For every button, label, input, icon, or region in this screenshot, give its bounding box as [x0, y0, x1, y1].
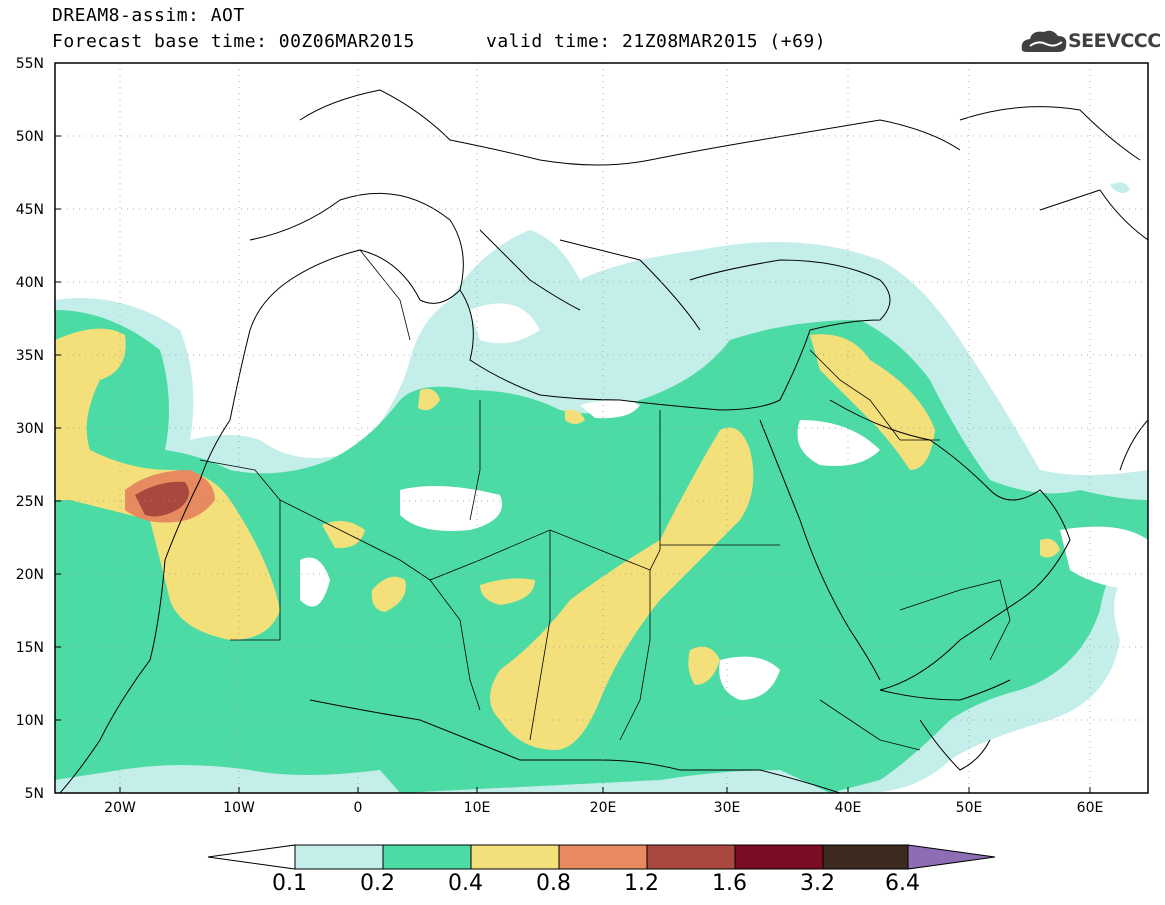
- valid-time: valid time: 21Z08MAR2015 (+69): [486, 31, 827, 52]
- legend-arrow-high: [907, 844, 996, 870]
- legend-swatch: [822, 844, 909, 870]
- lat-label: 55N: [16, 56, 44, 72]
- lon-label: 20W: [104, 800, 136, 816]
- legend-label: 0.8: [536, 871, 571, 896]
- lon-label: 20E: [590, 800, 617, 816]
- lat-label: 25N: [16, 494, 44, 510]
- longitude-labels: 20W 10W 0 10E 20E 30E 40E 50E 60E: [104, 800, 1103, 816]
- legend-swatch: [470, 844, 560, 870]
- lon-label: 30E: [714, 800, 741, 816]
- legend-label: 3.2: [800, 871, 835, 896]
- lat-label: 45N: [16, 202, 44, 218]
- lon-label: 40E: [835, 800, 862, 816]
- legend-swatch: [382, 844, 472, 870]
- lon-label: 60E: [1077, 800, 1104, 816]
- legend-label: 6.4: [885, 871, 920, 896]
- lon-label: 10W: [223, 800, 255, 816]
- forecast-base-time: Forecast base time: 00Z06MAR2015: [52, 31, 415, 52]
- lat-label: 40N: [16, 275, 44, 291]
- legend-arrow-low: [207, 844, 296, 870]
- legend-swatch: [294, 844, 384, 870]
- axis-ticks: [55, 135, 1091, 793]
- lat-label: 10N: [16, 713, 44, 729]
- lon-label: 10E: [464, 800, 491, 816]
- country-borders: [199, 249, 1011, 751]
- map-title: DREAM8-assim: AOT: [52, 5, 245, 26]
- legend-label: 0.2: [360, 871, 395, 896]
- lat-label: 5N: [25, 786, 44, 802]
- graticule: [55, 63, 1148, 793]
- lat-label: 50N: [16, 129, 44, 145]
- lon-label: 50E: [956, 800, 983, 816]
- lon-label: 0: [354, 800, 363, 816]
- legend-swatch: [558, 844, 648, 870]
- aot-field: [55, 63, 1148, 793]
- legend-swatch: [734, 844, 824, 870]
- legend-swatch: [646, 844, 736, 870]
- lat-label: 15N: [16, 640, 44, 656]
- cloud-logo-icon: [1021, 30, 1067, 52]
- legend-label: 0.1: [272, 871, 307, 896]
- legend-label: 1.6: [712, 871, 747, 896]
- legend-label: 0.4: [448, 871, 483, 896]
- lat-label: 30N: [16, 421, 44, 437]
- legend-label: 1.2: [624, 871, 659, 896]
- logo-text: SEEVCCC: [1068, 30, 1161, 52]
- latitude-labels: 55N 50N 45N 40N 35N 30N 25N 20N 15N 10N …: [16, 56, 44, 802]
- lat-label: 20N: [16, 567, 44, 583]
- lat-label: 35N: [16, 348, 44, 364]
